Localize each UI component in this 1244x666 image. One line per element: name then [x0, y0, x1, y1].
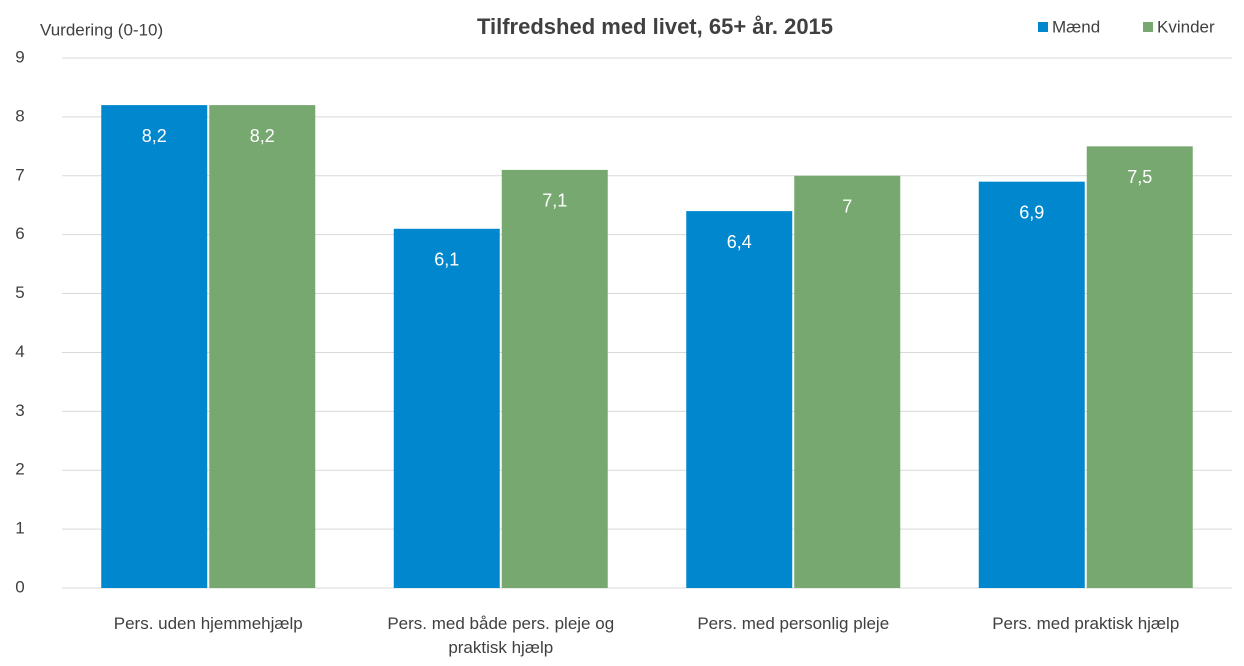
bar [794, 175, 901, 588]
x-tick-label: Pers. med praktisk hjælp [992, 614, 1180, 633]
bar [1086, 146, 1193, 589]
bar [209, 105, 316, 588]
bar [978, 181, 1085, 588]
data-label: 7,5 [1127, 167, 1152, 187]
data-label: 6,1 [434, 250, 459, 270]
data-label: 7,1 [542, 191, 567, 211]
legend-label: Kvinder [1157, 17, 1215, 36]
data-label: 6,9 [1019, 202, 1044, 222]
data-label: 6,4 [727, 232, 752, 252]
y-axis-label: Vurdering (0-10) [40, 20, 163, 39]
y-tick-label: 8 [15, 106, 24, 125]
bar [101, 105, 208, 588]
legend-swatch [1143, 22, 1153, 32]
y-tick-label: 0 [15, 577, 24, 596]
y-tick-label: 6 [15, 224, 24, 243]
bar [501, 169, 608, 588]
legend-label: Mænd [1052, 17, 1100, 36]
data-label: 8,2 [250, 126, 275, 146]
y-tick-label: 4 [15, 342, 24, 361]
x-tick-label: Pers. med personlig pleje [697, 614, 890, 633]
data-label: 7 [842, 197, 852, 217]
data-label: 8,2 [142, 126, 167, 146]
chart-title: Tilfredshed med livet, 65+ år. 2015 [477, 14, 833, 39]
y-tick-label: 9 [15, 47, 24, 66]
y-tick-label: 7 [15, 165, 24, 184]
bar [393, 228, 500, 588]
legend-swatch [1038, 22, 1048, 32]
y-tick-label: 5 [15, 283, 24, 302]
x-tick-label: Pers. uden hjemmehjælp [113, 614, 303, 633]
y-tick-label: 1 [15, 519, 24, 538]
bar [686, 211, 793, 588]
y-tick-label: 2 [15, 460, 24, 479]
x-tick-label: Pers. med både pers. pleje og praktisk h… [387, 614, 615, 657]
y-tick-label: 3 [15, 401, 24, 420]
